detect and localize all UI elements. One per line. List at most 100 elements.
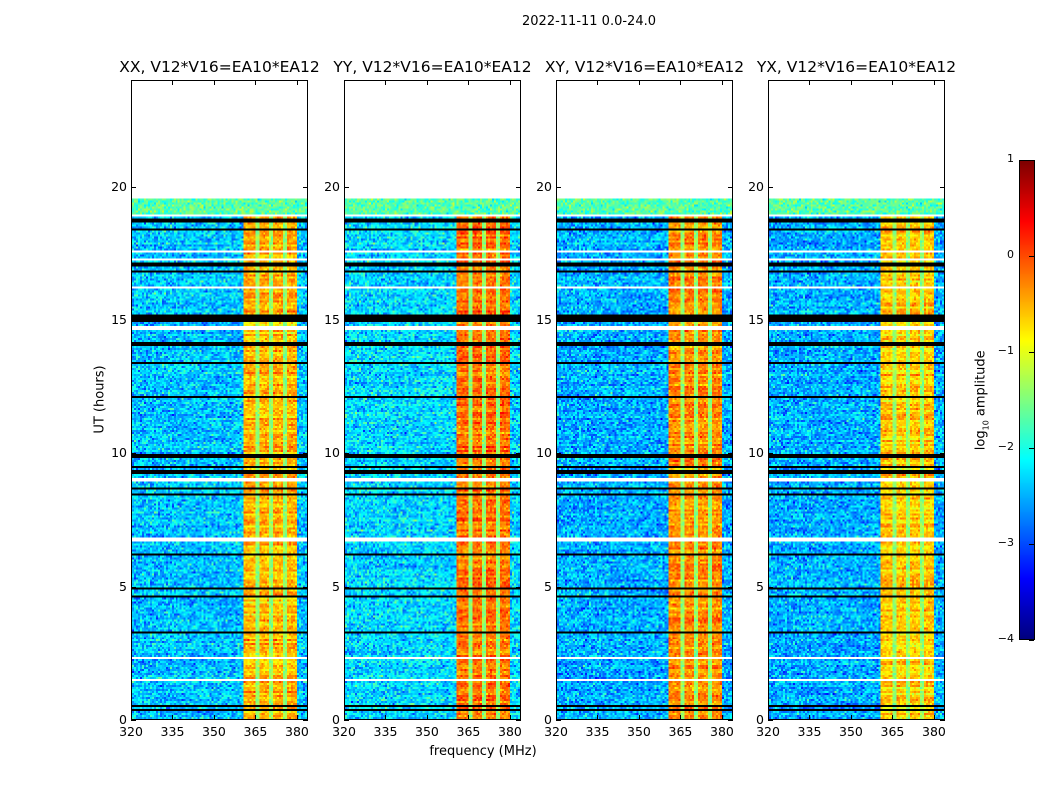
y-tick [516,720,521,721]
y-tick [131,453,136,455]
x-tick [468,715,470,720]
x-tick [255,715,257,720]
y-tick-label: 0 [332,712,340,727]
colorbar-tick-label: −2 [997,440,1014,453]
x-tick [509,80,511,85]
x-tick [426,715,428,720]
y-tick-label: 20 [111,178,127,194]
colorbar-tick-label: −1 [997,344,1014,357]
colorbar-tick-label: −4 [997,632,1014,645]
y-tick [556,586,561,588]
colorbar-tick-label: 1 [1007,152,1014,165]
x-tick-label: 350 [415,724,439,739]
y-tick [768,720,773,721]
x-tick-label: 365 [456,724,481,739]
y-tick-label: 20 [536,178,552,194]
y-tick-label: 20 [748,178,764,194]
colorbar-tick [1029,448,1034,449]
heatmap-panel [556,80,733,720]
colorbar-label-sub: 10 [981,420,991,431]
heatmap-panel [344,80,521,720]
y-tick [728,320,733,321]
y-tick [516,186,521,188]
panel-title: YY, V12*V16=EA10*EA12 [333,58,532,76]
colorbar-tick [1029,256,1034,257]
y-tick [516,586,521,588]
x-tick [131,80,132,85]
y-tick-label: 0 [119,712,127,727]
y-tick-label: 5 [119,578,127,594]
x-tick-label: 335 [585,724,610,739]
y-tick-label: 10 [111,445,127,461]
y-tick [940,186,945,188]
x-tick [809,715,811,720]
x-tick [597,80,599,85]
x-tick [213,715,215,720]
x-tick-label: 350 [202,724,226,739]
x-tick [597,715,599,720]
y-tick-label: 5 [756,578,764,594]
x-tick [680,715,682,720]
x-tick [892,715,894,720]
x-tick [721,715,723,720]
y-tick [131,320,136,321]
x-tick [721,80,723,85]
y-tick-label: 15 [748,312,764,327]
y-tick [728,586,733,588]
y-tick [303,586,308,588]
heatmap-panel [131,80,308,720]
colorbar-tick [1029,640,1034,641]
x-tick [850,80,852,85]
figure-title: 2022-11-11 0.0-24.0 [522,14,656,29]
y-tick [768,186,773,188]
y-tick [131,186,136,188]
x-tick-label: 320 [332,724,356,739]
y-tick [516,453,521,455]
y-tick [940,586,945,588]
y-tick [344,720,349,721]
x-tick-label: 335 [797,724,822,739]
x-tick-label: 365 [243,724,268,739]
x-tick-label: 380 [922,724,946,739]
x-tick-label: 350 [839,724,863,739]
y-tick [556,720,561,721]
colorbar-tick-label: 0 [1007,248,1014,261]
y-tick [131,720,136,721]
x-tick [213,80,215,85]
y-tick [728,186,733,188]
x-tick-label: 320 [119,724,143,739]
x-tick [933,715,935,720]
panel-title: XX, V12*V16=EA10*EA12 [119,58,320,76]
x-tick [638,80,640,85]
x-tick [509,715,511,720]
y-tick [728,720,733,721]
y-tick [940,453,945,455]
y-tick [768,586,773,588]
x-tick-label: 380 [498,724,522,739]
x-tick-label: 320 [756,724,780,739]
x-tick [468,80,470,85]
x-tick [385,80,387,85]
colorbar-tick [1029,352,1034,353]
x-tick [768,80,769,85]
y-tick [768,453,773,455]
colorbar [1019,160,1035,640]
y-axis-label: UT (hours) [92,365,108,434]
x-tick [344,715,345,720]
y-tick-label: 10 [748,445,764,461]
heatmap-panel [768,80,945,720]
x-axis-label: frequency (MHz) [429,744,537,759]
x-tick-label: 320 [544,724,568,739]
x-tick [131,715,132,720]
y-tick [344,453,349,455]
y-tick [344,186,349,188]
x-tick-label: 365 [880,724,905,739]
y-tick [344,320,349,321]
x-tick [768,715,769,720]
x-tick-label: 380 [710,724,734,739]
x-tick [385,715,387,720]
x-tick [638,715,640,720]
colorbar-label-rest: amplitude [973,350,989,421]
y-tick-label: 15 [536,312,552,327]
